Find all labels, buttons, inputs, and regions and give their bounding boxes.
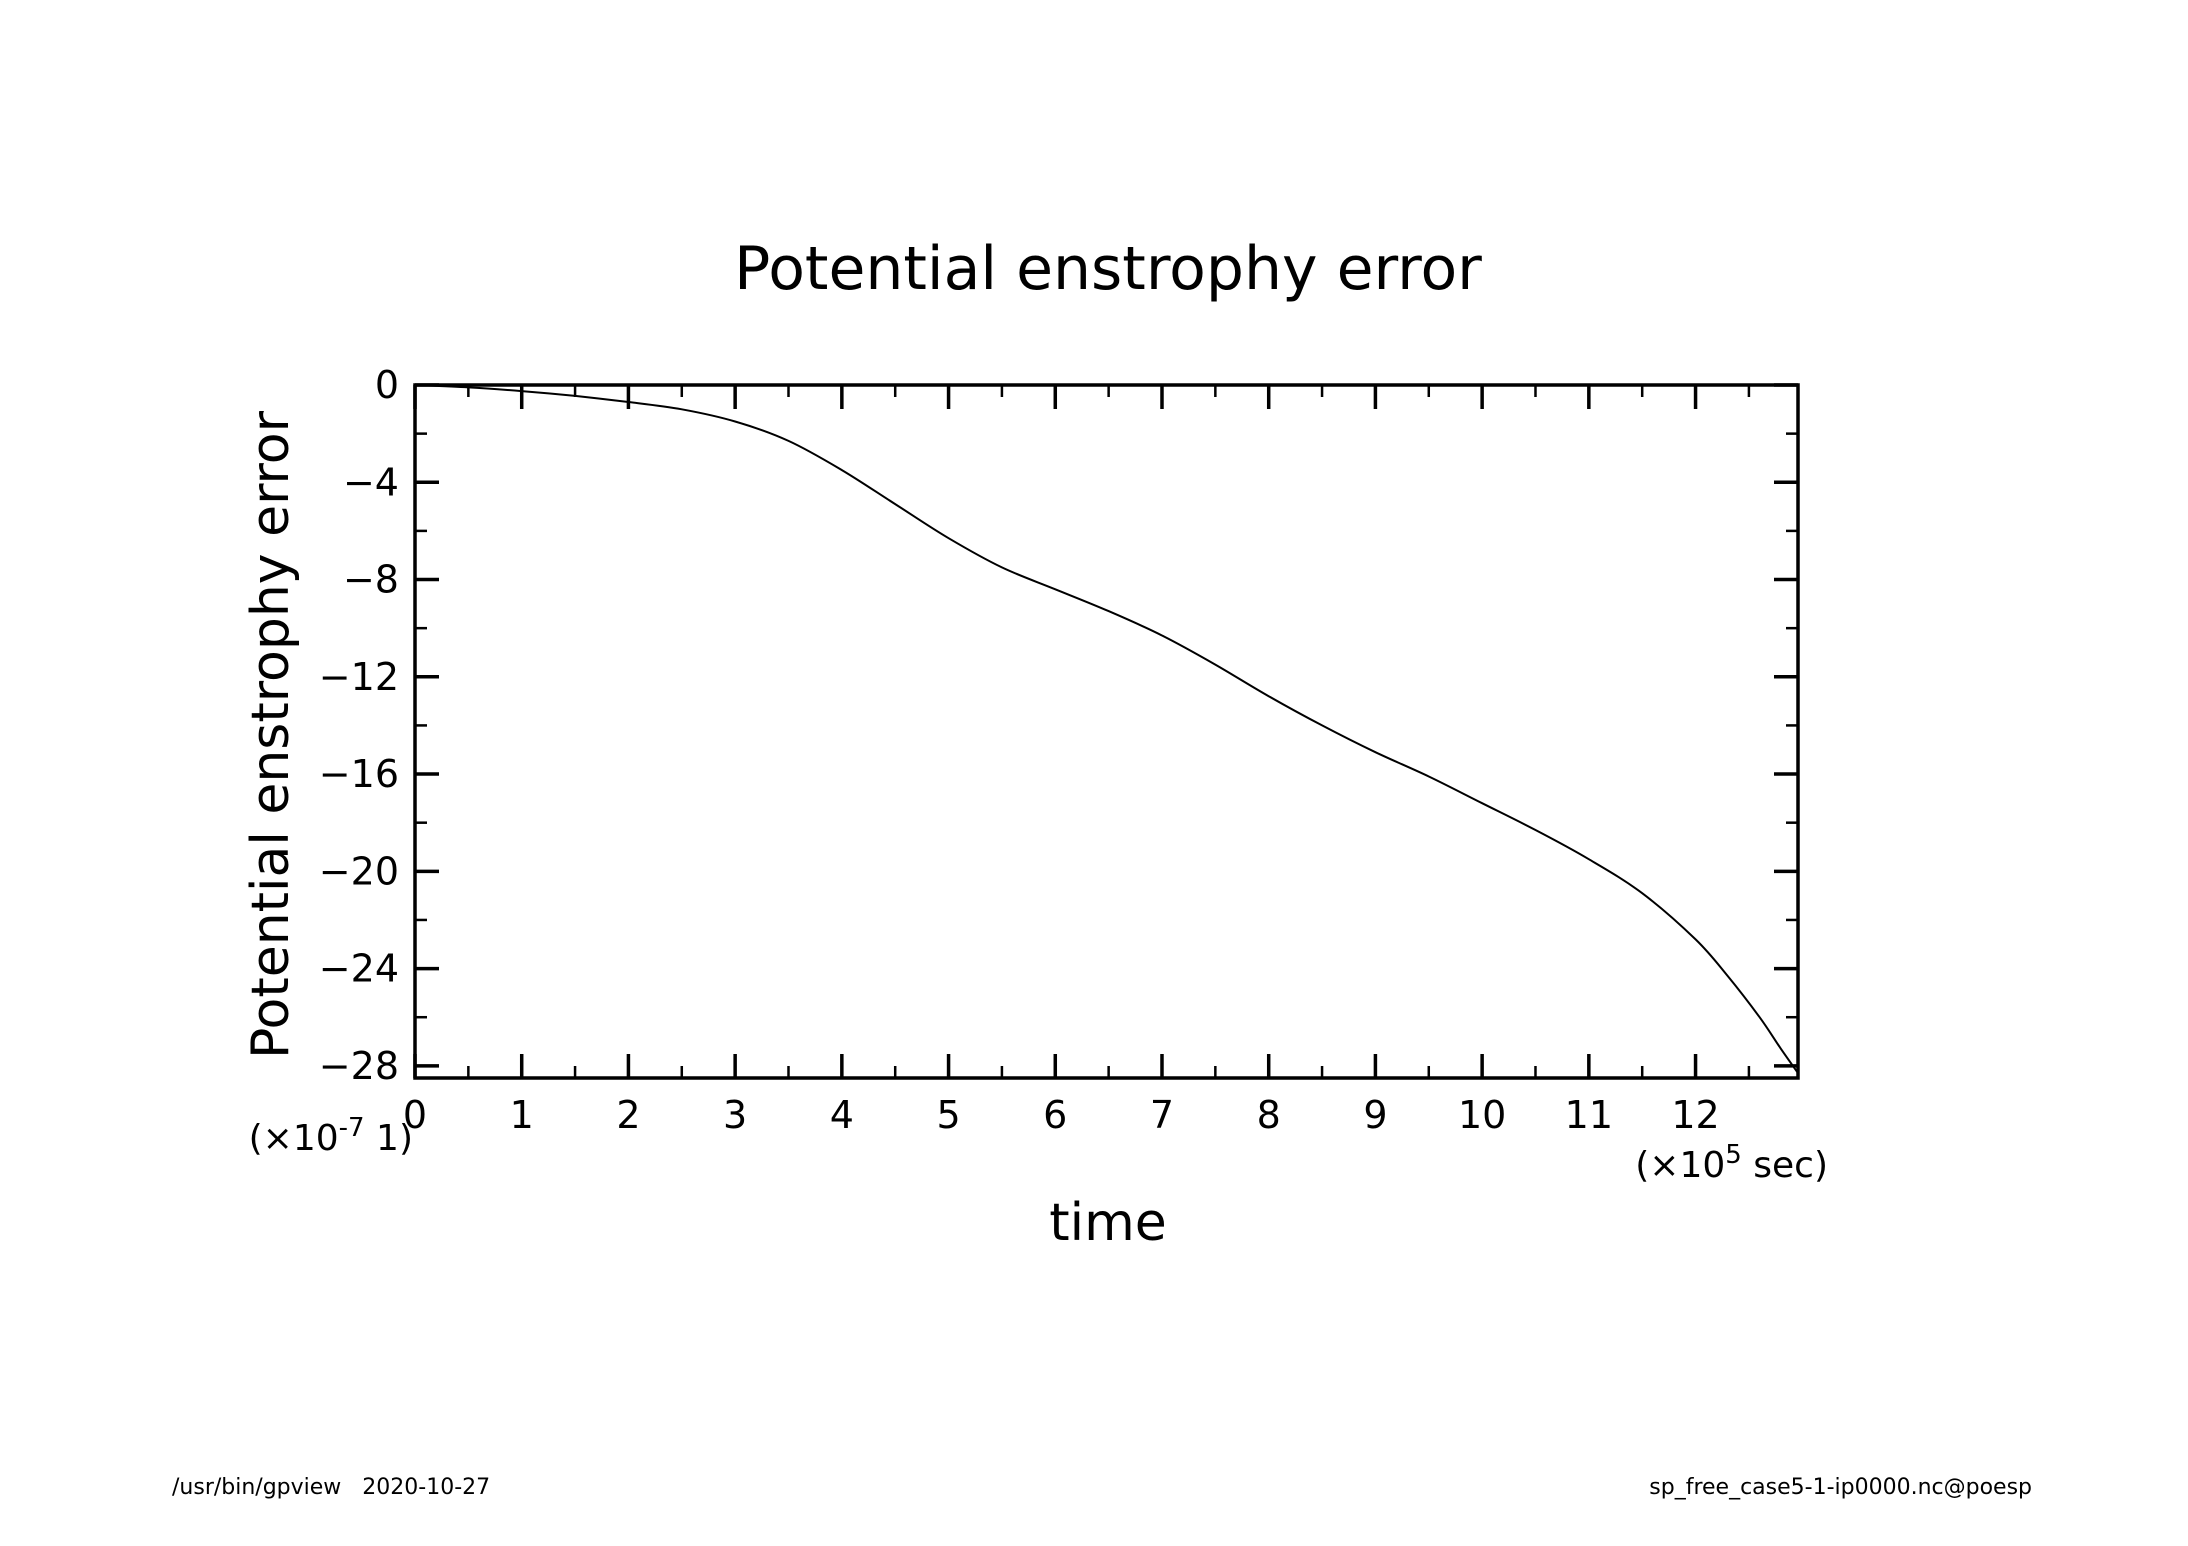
x-tick-label: 4: [830, 1093, 854, 1137]
x-tick-label: 2: [616, 1093, 640, 1137]
x-tick-label: 7: [1150, 1093, 1174, 1137]
footer-right: sp_free_case5-1-ip0000.nc@poesp: [1649, 1475, 2032, 1500]
x-axis-ticks: [413, 385, 1751, 1078]
x-tick-label: 1: [510, 1093, 534, 1137]
y-tick-label: −24: [319, 947, 399, 991]
x-tick-label: 0: [403, 1093, 427, 1137]
x-axis-tick-labels: 0 1 2 3 4 5 6 7 8 9 10 11 12: [403, 1093, 1720, 1137]
footer-left: /usr/bin/gpview 2020-10-27: [172, 1475, 490, 1500]
y-axis-label: Potential enstrophy error: [241, 410, 301, 1059]
y-tick-label: −16: [319, 752, 399, 796]
x-scale-suffix: sec): [1742, 1145, 1828, 1186]
y-tick-label: −4: [343, 460, 399, 504]
chart-title: Potential enstrophy error: [734, 234, 1482, 304]
y-scale-suffix: 1): [365, 1118, 413, 1159]
y-axis-tick-labels: 0 −4 −8 −12 −16 −20 −24 −28: [319, 363, 399, 1088]
y-axis-ticks: [415, 383, 1798, 1068]
x-axis-label: time: [1049, 1193, 1166, 1253]
x-scale-exponent: 5: [1725, 1140, 1742, 1170]
plot-frame: [413, 383, 1800, 1080]
x-tick-label: 9: [1363, 1093, 1387, 1137]
y-tick-label: 0: [375, 363, 399, 407]
x-scale-prefix: (×10: [1635, 1145, 1725, 1186]
x-tick-label: 8: [1257, 1093, 1281, 1137]
x-tick-label: 5: [936, 1093, 960, 1137]
y-tick-label: −12: [319, 655, 399, 699]
x-tick-label: 3: [723, 1093, 747, 1137]
y-scale-label: (×10-7 1): [249, 1113, 413, 1159]
x-tick-label: 12: [1671, 1093, 1719, 1137]
y-scale-exponent: -7: [339, 1113, 365, 1143]
y-scale-prefix: (×10: [249, 1118, 339, 1159]
y-tick-label: −8: [343, 558, 399, 602]
y-tick-label: −28: [319, 1044, 399, 1088]
x-tick-label: 11: [1565, 1093, 1613, 1137]
x-tick-label: 10: [1458, 1093, 1506, 1137]
y-tick-label: −20: [319, 849, 399, 893]
series-line: [414, 384, 1799, 1074]
x-scale-label: (×105 sec): [1635, 1140, 1828, 1186]
x-tick-label: 6: [1043, 1093, 1067, 1137]
